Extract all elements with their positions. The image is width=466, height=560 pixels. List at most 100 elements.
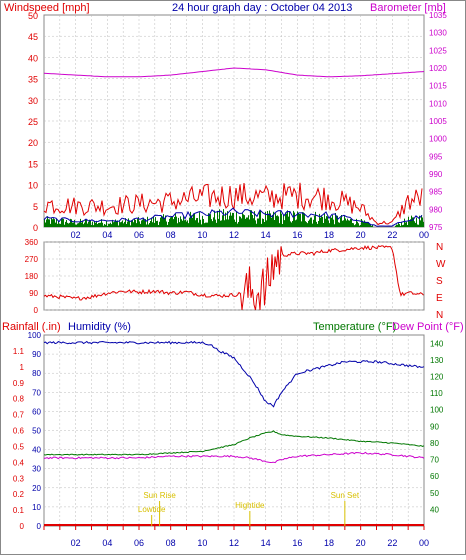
humidity-line	[43, 340, 425, 408]
temp-tick-label: 40	[430, 505, 439, 514]
baro-tick-label: 985	[429, 188, 443, 197]
baro-tick-label: 980	[429, 205, 443, 214]
wind-tick-label: 25	[28, 117, 38, 127]
x-tick-label: 12	[229, 230, 239, 240]
x-tick-label: 10	[197, 230, 207, 240]
wind-direction-line	[43, 245, 424, 311]
wind-tick-label: 35	[28, 75, 38, 85]
barometer-label: Barometer [mb]	[370, 2, 446, 14]
x-tick-label: 12	[229, 538, 239, 548]
humidity-tick-label: 90	[32, 350, 41, 359]
compass-label: N	[436, 242, 443, 253]
baro-tick-label: 1035	[429, 11, 447, 20]
temperature-line	[43, 430, 425, 456]
rain-tick-label: 0.7	[13, 411, 25, 420]
x-tick-label: 10	[197, 538, 207, 548]
x-tick-label: 00	[419, 538, 429, 548]
wind-average-line	[43, 207, 423, 227]
temp-tick-label: 60	[430, 472, 439, 481]
annotation-label: Sun Rise	[143, 491, 176, 500]
baro-tick-label: 1005	[429, 117, 447, 126]
humidity-tick-label: 0	[37, 522, 42, 531]
wind-tick-label: 30	[28, 96, 38, 106]
wind-tick-label: 10	[28, 181, 38, 191]
rain-tick-label: 1	[20, 363, 25, 372]
wind-gust-line	[43, 182, 423, 226]
rainfall-label: Rainfall (.in)	[2, 321, 61, 333]
rain-tick-label: 0.9	[13, 379, 25, 388]
annotation-label: Hightide	[235, 501, 265, 510]
temp-tick-label: 140	[430, 339, 444, 348]
humidity-tick-label: 20	[32, 484, 41, 493]
humidity-tick-label: 80	[32, 369, 41, 378]
x-tick-label: 18	[324, 230, 334, 240]
baro-tick-label: 1030	[429, 29, 447, 38]
temp-tick-label: 50	[430, 489, 439, 498]
x-tick-label: 22	[387, 230, 397, 240]
x-tick-label: 02	[71, 230, 81, 240]
humidity-tick-label: 40	[32, 446, 41, 455]
wind-tick-label: 45	[28, 32, 38, 42]
barometer-line	[43, 67, 425, 78]
compass-label: W	[436, 259, 446, 270]
direction-tick-label: 180	[25, 272, 39, 281]
x-tick-label: 20	[356, 230, 366, 240]
humidity-tick-label: 10	[32, 503, 41, 512]
dewpoint-line	[43, 451, 425, 464]
temp-tick-label: 100	[430, 406, 444, 415]
direction-tick-label: 90	[29, 289, 38, 298]
rain-tick-label: 0.5	[13, 442, 25, 451]
rain-tick-label: 0.6	[13, 427, 25, 436]
baro-tick-label: 1010	[429, 99, 447, 108]
baro-tick-label: 975	[429, 223, 443, 232]
x-tick-label: 14	[261, 230, 271, 240]
wind-tick-label: 20	[28, 138, 38, 148]
windspeed-label: Windspeed [mph]	[4, 2, 90, 14]
humidity-tick-label: 30	[32, 465, 41, 474]
rain-tick-label: 0.3	[13, 474, 25, 483]
humidity-tick-label: 50	[32, 427, 41, 436]
compass-label: N	[436, 310, 443, 321]
temp-tick-label: 110	[430, 389, 443, 398]
wind-tick-label: 50	[28, 11, 38, 21]
x-tick-label: 16	[292, 538, 302, 548]
x-tick-label: 18	[324, 538, 334, 548]
direction-tick-label: 270	[25, 255, 39, 264]
x-tick-label: 00	[419, 230, 429, 240]
annotation-label: Lowtide	[138, 505, 166, 514]
annotation-label: Sun Set	[331, 491, 360, 500]
direction-tick-label: 0	[34, 306, 39, 315]
baro-tick-label: 1000	[429, 135, 447, 144]
direction-tick-label: 360	[25, 238, 39, 247]
dewpoint-label: Dew Point (°F)	[392, 321, 464, 333]
baro-tick-label: 990	[429, 170, 443, 179]
compass-label: S	[436, 276, 443, 287]
baro-tick-label: 1025	[429, 46, 447, 55]
baro-tick-label: 995	[429, 152, 443, 161]
temp-tick-label: 90	[430, 422, 439, 431]
x-tick-label: 08	[166, 538, 176, 548]
wind-tick-label: 40	[28, 53, 38, 63]
chart-title: 24 hour graph day : October 04 2013	[172, 2, 352, 14]
humidity-tick-label: 60	[32, 407, 41, 416]
baro-tick-label: 1020	[429, 64, 447, 73]
rain-tick-label: 0	[20, 522, 25, 531]
temp-tick-label: 130	[430, 356, 444, 365]
temp-tick-label: 70	[430, 456, 439, 465]
wind-tick-label: 15	[28, 159, 38, 169]
x-tick-label: 08	[166, 230, 176, 240]
x-tick-label: 22	[387, 538, 397, 548]
x-tick-label: 04	[102, 538, 112, 548]
x-tick-label: 04	[102, 230, 112, 240]
x-tick-label: 20	[356, 538, 366, 548]
temperature-label: Temperature (°F)	[313, 321, 396, 333]
wind-tick-label: 5	[33, 202, 38, 212]
rain-tick-label: 0.4	[13, 458, 25, 467]
humidity-label: Humidity (%)	[68, 321, 131, 333]
humidity-tick-label: 70	[32, 388, 41, 397]
x-tick-label: 14	[261, 538, 271, 548]
x-tick-label: 16	[292, 230, 302, 240]
rain-tick-label: 0.1	[13, 506, 25, 515]
